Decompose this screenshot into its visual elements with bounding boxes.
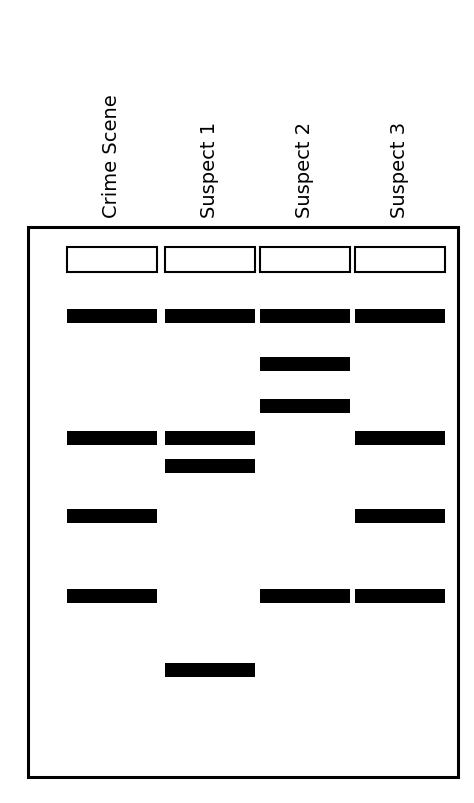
Bar [67, 589, 157, 603]
Bar [165, 459, 255, 474]
Bar [355, 247, 445, 273]
Bar [260, 589, 350, 603]
Bar [67, 509, 157, 524]
Bar [28, 228, 458, 777]
Bar [165, 310, 255, 324]
Bar [355, 310, 445, 324]
Bar [67, 247, 157, 273]
Text: Suspect 3: Suspect 3 [391, 122, 410, 218]
Text: Suspect 1: Suspect 1 [201, 122, 219, 218]
Bar [260, 310, 350, 324]
Bar [165, 247, 255, 273]
Bar [260, 247, 350, 273]
Bar [355, 431, 445, 446]
Bar [355, 589, 445, 603]
Text: Suspect 2: Suspect 2 [295, 122, 315, 218]
Bar [165, 431, 255, 446]
Bar [355, 509, 445, 524]
Bar [67, 431, 157, 446]
Bar [67, 310, 157, 324]
Text: Crime Scene: Crime Scene [102, 94, 121, 218]
Bar [165, 663, 255, 677]
Bar [260, 400, 350, 414]
Bar [260, 357, 350, 372]
